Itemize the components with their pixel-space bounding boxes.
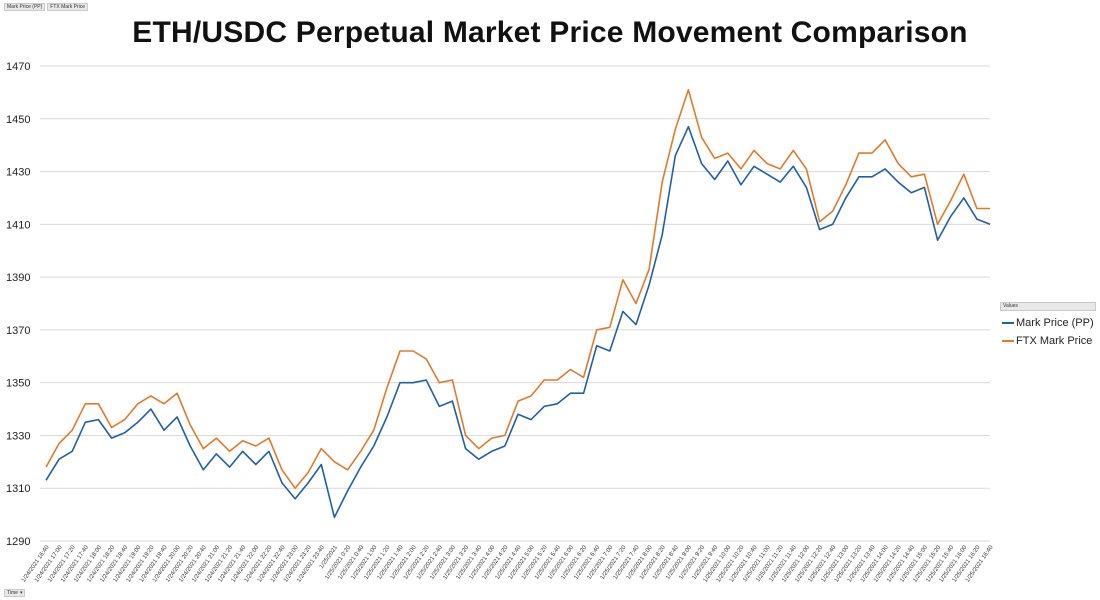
legend-swatch-mark-price <box>1002 322 1014 324</box>
gridlines <box>40 65 990 542</box>
series-lines <box>45 89 991 519</box>
legend-label-mark-price: Mark Price (PP) <box>1016 317 1094 329</box>
legend-item-ftx-mark-price: FTX Mark Price <box>1000 332 1096 350</box>
filter-dropdown-icon: ▾ <box>19 590 23 596</box>
legend-swatch-ftx-mark-price <box>1002 340 1014 342</box>
field-button-ftx-mark-price[interactable]: FTX Mark Price <box>47 3 89 11</box>
legend-label-ftx-mark-price: FTX Mark Price <box>1016 335 1093 347</box>
field-button-mark-price[interactable]: Mark Price (PP) <box>4 3 46 11</box>
y-axis-tick-labels: 1290 1310 1330 1350 1370 1390 1410 1430 1450 1470 <box>6 61 30 548</box>
axis-field-button[interactable]: Time ▾ <box>4 589 26 597</box>
y-tick-label-1430: 1430 <box>6 167 30 179</box>
y-tick-label-1450: 1450 <box>6 114 30 126</box>
y-tick-label-1350: 1350 <box>6 378 30 390</box>
series-line-ftx-mark-price <box>45 89 990 490</box>
y-tick-label-1370: 1370 <box>6 325 30 337</box>
legend-item-mark-price: Mark Price (PP) <box>1000 314 1096 332</box>
legend: Values Mark Price (PP) FTX Mark Price <box>1000 302 1096 350</box>
y-tick-label-1330: 1330 <box>6 430 30 442</box>
values-field-buttons: Mark Price (PP) FTX Mark Price <box>4 3 89 11</box>
y-tick-label-1390: 1390 <box>6 272 30 284</box>
y-tick-label-1310: 1310 <box>6 483 30 495</box>
series-line-mark-price <box>45 125 991 519</box>
y-tick-label-1410: 1410 <box>6 219 30 231</box>
axis-field-label: Time <box>7 590 18 596</box>
y-tick-label-1290: 1290 <box>6 536 30 548</box>
legend-header: Values <box>1000 302 1096 311</box>
x-axis-tick-labels: 1/24/2021 16:401/24/2021 17:001/24/2021 … <box>21 544 995 584</box>
y-tick-label-1470: 1470 <box>6 61 30 73</box>
chart-title: ETH/USDC Perpetual Market Price Movement… <box>132 16 968 49</box>
